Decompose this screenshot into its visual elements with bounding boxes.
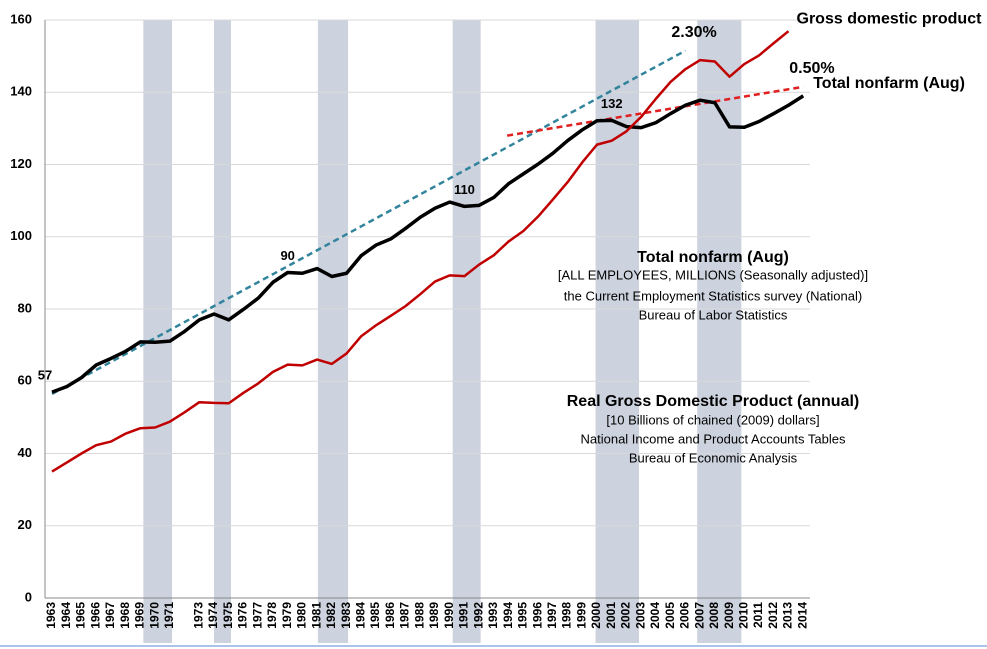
x-tick-label: 1979 [280, 602, 294, 629]
x-tick-label: 1982 [324, 602, 338, 629]
x-tick-label: 1977 [250, 602, 264, 629]
x-tick-label: 1963 [44, 602, 58, 629]
x-tick-label: 1964 [59, 602, 73, 629]
x-tick-label: 2009 [722, 602, 736, 629]
value-label: 132 [601, 96, 623, 111]
x-tick-label: 1975 [221, 602, 235, 629]
x-tick-label: 1987 [398, 602, 412, 629]
x-tick-label: 1996 [530, 602, 544, 629]
x-tick-label: 1968 [118, 602, 132, 629]
y-tick-label: 60 [18, 373, 32, 388]
series-line [51, 30, 790, 473]
x-tick-label: 2008 [707, 602, 721, 629]
annotation-line: Bureau of Economic Analysis [629, 450, 798, 465]
recession-band [697, 20, 742, 643]
x-tick-label: 2012 [766, 602, 780, 629]
x-tick-label: 1984 [354, 602, 368, 629]
y-tick-label: 40 [18, 445, 32, 460]
x-tick-label: 2004 [648, 602, 662, 629]
x-tick-label: 1991 [457, 602, 471, 629]
value-label: 110 [454, 182, 475, 197]
x-tick-label: 1988 [412, 602, 426, 629]
series-line [51, 94, 805, 394]
x-tick-label: 2013 [781, 602, 795, 629]
x-tick-label: 1986 [383, 602, 397, 629]
x-tick-label: 1989 [427, 602, 441, 629]
x-tick-label: 1992 [471, 602, 485, 629]
x-tick-label: 2001 [604, 602, 618, 629]
value-label: 57 [38, 368, 52, 383]
x-tick-label: 2003 [633, 602, 647, 629]
recession-band [317, 20, 349, 643]
x-tick-label: 1994 [501, 602, 515, 629]
recession-band [452, 20, 481, 643]
y-tick-label: 160 [10, 11, 32, 26]
x-tick-label: 2010 [736, 602, 750, 629]
x-tick-label: 1973 [191, 602, 205, 629]
x-tick-label: 1970 [147, 602, 161, 629]
annotation-title: Real Gross Domestic Product (annual) [567, 393, 860, 410]
value-label: 90 [280, 248, 294, 263]
trend-line [506, 85, 804, 137]
x-tick-label: 1995 [516, 602, 530, 629]
x-tick-label: 1998 [560, 602, 574, 629]
trend-line [51, 49, 686, 395]
y-tick-label: 140 [10, 84, 32, 99]
annotation-line: [ALL EMPLOYEES, MILLIONS (Seasonally adj… [558, 267, 868, 282]
trend-label: 2.30% [671, 24, 716, 41]
recession-band [595, 20, 639, 643]
x-tick-label: 1969 [133, 602, 147, 629]
y-tick-label: 0 [25, 589, 32, 604]
x-tick-label: 1974 [206, 602, 220, 629]
x-tick-label: 1997 [545, 602, 559, 629]
x-tick-label: 1993 [486, 602, 500, 629]
x-tick-label: 2011 [751, 602, 765, 628]
x-tick-label: 1978 [265, 602, 279, 629]
trend-label: 0.50% [789, 60, 834, 77]
x-tick-label: 1980 [295, 602, 309, 629]
x-tick-label: 1985 [368, 602, 382, 629]
x-tick-label: 1999 [574, 602, 588, 629]
y-tick-label: 100 [10, 228, 32, 243]
x-tick-label: 1967 [103, 602, 117, 629]
annotation-line: National Income and Product Accounts Tab… [581, 431, 846, 446]
y-tick-label: 20 [18, 517, 32, 532]
series-label: Total nonfarm (Aug) [813, 75, 965, 92]
x-tick-label: 2006 [678, 602, 692, 629]
annotation-title: Total nonfarm (Aug) [637, 249, 789, 266]
x-tick-label: 1966 [88, 602, 102, 629]
x-tick-label: 2007 [692, 602, 706, 629]
annotation-line: the Current Employment Statistics survey… [564, 288, 862, 303]
y-tick-label: 80 [18, 300, 32, 315]
annotation-line: [10 Billions of chained (2009) dollars] [606, 412, 819, 427]
recession-band [214, 20, 231, 643]
x-tick-label: 2014 [795, 602, 809, 629]
x-tick-label: 1983 [339, 602, 353, 629]
x-tick-label: 2000 [589, 602, 603, 629]
x-tick-label: 2002 [619, 602, 633, 629]
x-tick-label: 1965 [74, 602, 88, 629]
annotation-line: Bureau of Labor Statistics [639, 307, 788, 322]
y-tick-label: 120 [10, 156, 32, 171]
x-tick-label: 1990 [442, 602, 456, 629]
series-label: Gross domestic product [797, 10, 983, 27]
x-tick-label: 2005 [663, 602, 677, 629]
x-tick-label: 1971 [162, 602, 176, 629]
x-tick-label: 1981 [309, 602, 323, 629]
x-tick-label: 1976 [236, 602, 250, 629]
